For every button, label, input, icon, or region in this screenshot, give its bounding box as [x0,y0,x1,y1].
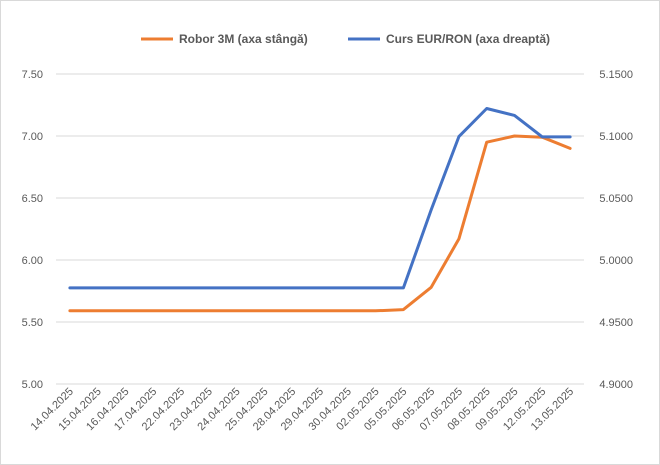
gridlines [56,73,584,385]
left-tick-label: 5.50 [22,317,43,329]
right-tick-label: 5.0500 [599,193,633,205]
legend-label-curs: Curs EUR/RON (axa dreaptă) [386,32,550,46]
series-line-robor [68,134,572,313]
x-axis: 14.04.202515.04.202516.04.202517.04.2025… [29,386,577,433]
right-tick-label: 4.9000 [599,379,633,391]
right-tick-label: 5.1000 [599,131,633,143]
right-tick-label: 5.1500 [599,69,633,81]
left-tick-label: 6.00 [22,255,43,267]
legend-label-robor: Robor 3M (axa stângă) [179,32,308,46]
series-line-curs [68,107,572,290]
left-axis: 7.50 7.00 6.50 6.00 5.50 5.00 [22,69,43,391]
left-tick-label: 6.50 [22,193,43,205]
right-axis: 5.1500 5.1000 5.0500 5.0000 4.9500 4.9000 [599,69,633,391]
left-tick-label: 7.00 [22,131,43,143]
legend: Robor 3M (axa stângă) Curs EUR/RON (axa … [141,32,550,46]
left-tick-label: 5.00 [22,379,43,391]
series-lines [68,107,572,313]
right-tick-label: 4.9500 [599,317,633,329]
left-tick-label: 7.50 [22,69,43,81]
right-tick-label: 5.0000 [599,255,633,267]
